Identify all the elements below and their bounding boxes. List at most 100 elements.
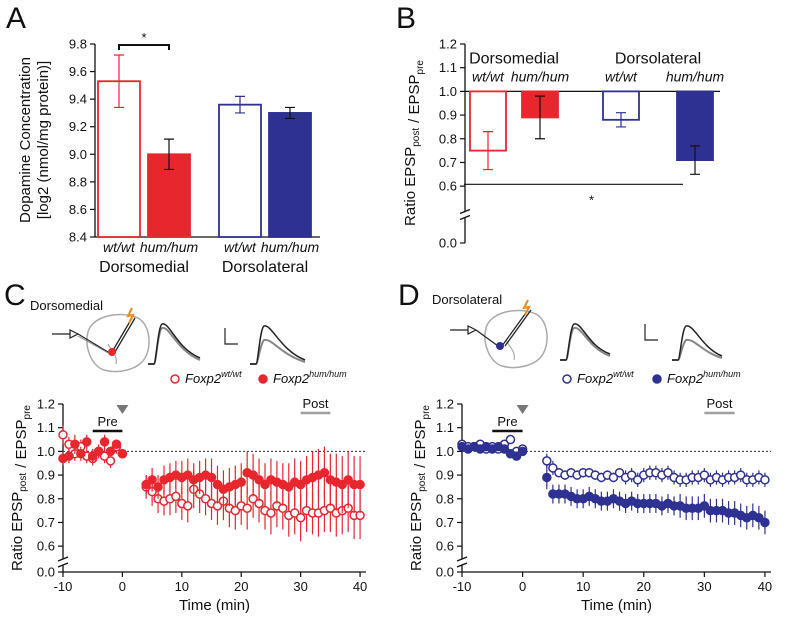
data-point: [355, 479, 365, 490]
error-bar: [285, 106, 295, 120]
y-tick-label: 9.6: [69, 64, 87, 79]
y-tick-label: 1.1: [37, 420, 55, 435]
x-tick-label: 0: [519, 579, 526, 594]
axis-break: [456, 562, 468, 568]
data-point: [206, 472, 217, 483]
y-tick-label: 1.2: [436, 397, 454, 412]
legend-name-sup: hum/hum: [309, 369, 347, 379]
data-point: [614, 467, 625, 478]
slice-outline: [86, 313, 150, 373]
data-point: [632, 475, 643, 485]
data-point: [319, 467, 330, 478]
legend-name: Foxp2: [185, 371, 222, 386]
y-tick-label: 1.1: [436, 420, 454, 435]
data-point: [200, 494, 211, 504]
stimulus-arrow: [116, 405, 129, 414]
electrode: [52, 329, 109, 353]
y-tick-label: 0.8: [439, 131, 457, 146]
y-axis-label-part: Ratio EPSP: [402, 147, 419, 226]
data-point: [343, 475, 353, 485]
y-tick-label: 0.0: [436, 565, 454, 580]
group-label: Dorsolateral: [615, 50, 701, 67]
scale-bar: [224, 328, 238, 345]
time-window-label: Post: [706, 396, 732, 411]
panel-letter: A: [6, 2, 26, 35]
significance-bracket: [118, 44, 170, 51]
y-axis-label: [log2 (nmol/mg protein)]: [35, 61, 52, 219]
y-axis-label-sub: post: [417, 473, 428, 492]
y-tick-label: 9.2: [69, 119, 87, 134]
y-tick-label: 9.0: [69, 147, 87, 162]
y-axis-label-sub: pre: [22, 405, 33, 420]
significance-mark: *: [141, 30, 146, 45]
data-point: [699, 501, 710, 511]
data-point: [64, 451, 74, 461]
data-point: [87, 451, 98, 461]
data-point: [542, 456, 552, 466]
recording-site: [496, 342, 504, 350]
trace-pre: [560, 323, 611, 361]
time-window-label: Pre: [97, 414, 117, 429]
data-point: [499, 444, 510, 454]
data-point: [242, 503, 252, 513]
data-point: [171, 491, 181, 502]
y-tick-label: 0.9: [436, 468, 454, 483]
y-axis-label: Ratio EPSPpost / EPSPpre: [9, 405, 33, 571]
y-tick-label: 1.0: [436, 444, 454, 459]
category-label: hum/hum: [140, 239, 199, 255]
electrode: [77, 335, 111, 355]
bar: [218, 103, 262, 238]
y-axis-label-sub: pre: [421, 405, 432, 420]
data-point: [505, 434, 516, 445]
x-tick-label: 30: [293, 579, 307, 594]
data-point: [147, 475, 157, 485]
data-point: [153, 482, 163, 492]
stim-electrode: [111, 317, 136, 353]
data-point: [236, 477, 246, 487]
y-tick-label: 1.0: [439, 84, 457, 99]
x-tick-label: 20: [234, 579, 248, 594]
recording-site: [108, 348, 116, 356]
legend-label: Foxp2hum/hum: [667, 369, 741, 386]
x-axis-label: Time (min): [179, 597, 250, 614]
y-tick-label: 0.8: [436, 491, 454, 506]
y-tick-label: 1.1: [439, 60, 457, 75]
x-axis-label: Time (min): [581, 597, 652, 614]
x-tick-label: 10: [175, 579, 189, 594]
data-point: [260, 479, 270, 490]
axis-break: [459, 214, 471, 221]
trace-pre: [148, 323, 201, 365]
y-tick-label: 0.7: [37, 515, 55, 530]
data-point: [117, 449, 128, 459]
y-tick-label: 0.6: [436, 539, 454, 554]
stimulus-arrow: [516, 405, 529, 414]
y-tick-label: 0.0: [439, 236, 457, 251]
data-point: [608, 472, 619, 483]
inset-c: [52, 307, 306, 373]
legend-marker: [258, 374, 268, 384]
y-tick-label: 0.6: [37, 539, 55, 554]
y-tick-label: 0.0: [37, 565, 55, 580]
legend-marker: [562, 374, 572, 384]
data-point: [511, 451, 522, 461]
category-label: wt/wt: [472, 68, 505, 84]
legend-label: Foxp2wt/wt: [577, 369, 634, 386]
error-bar: [483, 131, 493, 171]
data-point: [542, 472, 552, 483]
data-point: [295, 479, 306, 490]
y-tick-label: 9.4: [69, 92, 87, 107]
slice-outline: [484, 309, 548, 369]
legend-name: Foxp2: [667, 371, 704, 386]
y-axis-label-sub: pre: [415, 60, 426, 75]
legend-name-sup: wt/wt: [613, 369, 634, 379]
legend-marker: [170, 374, 180, 384]
data-point: [284, 482, 294, 492]
bar: [268, 112, 312, 238]
x-tick-label: 10: [576, 579, 590, 594]
legend-name-sup: wt/wt: [221, 369, 242, 379]
panel-letter: D: [398, 279, 420, 312]
region-label: Dorsolateral: [432, 292, 502, 307]
stim-bolt: [126, 307, 135, 324]
stim-bolt: [522, 299, 531, 316]
x-tick-label: 30: [697, 579, 711, 594]
